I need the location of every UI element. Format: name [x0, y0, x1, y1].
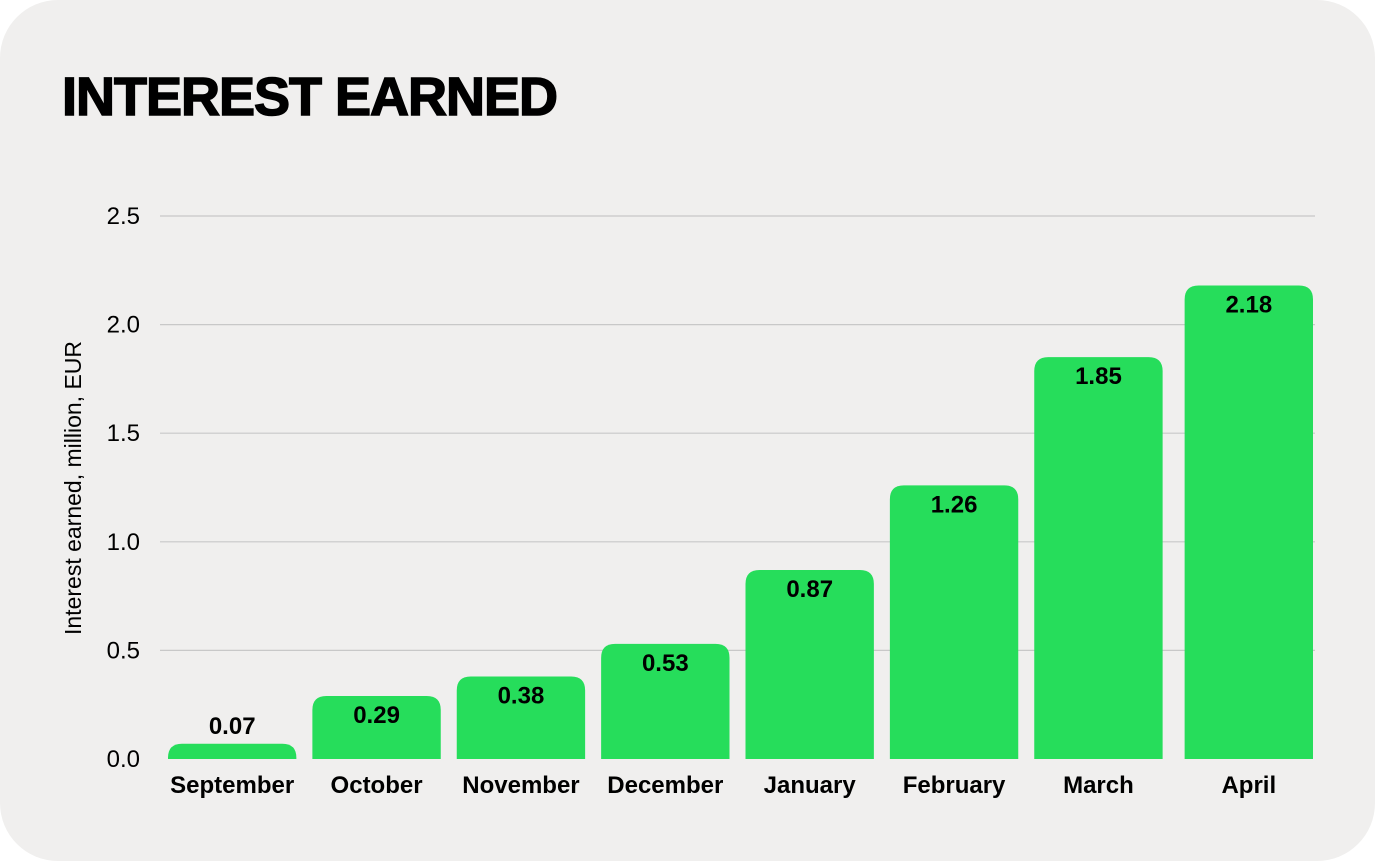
- y-tick-label: 2.5: [107, 203, 140, 230]
- x-axis-categories: September October November December January F…: [170, 772, 1276, 799]
- x-category-label: April: [1221, 772, 1276, 799]
- x-category-label: November: [462, 772, 579, 799]
- data-label: 0.07: [209, 713, 256, 740]
- bar-october: [312, 696, 441, 759]
- bar-march: [1034, 357, 1163, 759]
- y-axis-ticks: 0.0 0.5 1.0 1.5 2.0 2.5: [107, 203, 140, 773]
- data-label: 2.18: [1225, 292, 1272, 319]
- y-tick-label: 0.0: [107, 746, 140, 773]
- bar-february: [889, 485, 1019, 759]
- y-tick-label: 2.0: [107, 312, 140, 339]
- data-labels: 0.07 0.29 0.38 0.53 0.87 1.26 1.85 2.18: [209, 292, 1272, 740]
- data-label: 0.53: [642, 650, 689, 677]
- y-tick-label: 1.0: [107, 529, 140, 556]
- x-category-label: October: [331, 772, 423, 799]
- y-tick-label: 1.5: [107, 420, 140, 447]
- bar-january: [745, 570, 874, 759]
- data-label: 1.85: [1075, 363, 1122, 390]
- data-label: 0.38: [498, 682, 545, 709]
- x-category-label: January: [764, 772, 857, 799]
- bar-september: [168, 743, 297, 759]
- data-label: 0.29: [353, 702, 400, 729]
- data-label: 0.87: [786, 576, 833, 603]
- x-category-label: February: [903, 772, 1006, 799]
- data-label: 1.26: [931, 491, 978, 518]
- bars: [168, 285, 1313, 759]
- bar-december: [601, 643, 730, 759]
- x-category-label: December: [607, 772, 723, 799]
- bar-november: [456, 676, 586, 759]
- x-category-label: March: [1063, 772, 1134, 799]
- bar-april: [1184, 285, 1313, 759]
- y-tick-label: 0.5: [107, 637, 140, 664]
- y-axis-title: Interest earned, million, EUR: [60, 341, 86, 635]
- chart-title: INTEREST EARNED: [61, 67, 559, 127]
- x-category-label: September: [170, 772, 294, 799]
